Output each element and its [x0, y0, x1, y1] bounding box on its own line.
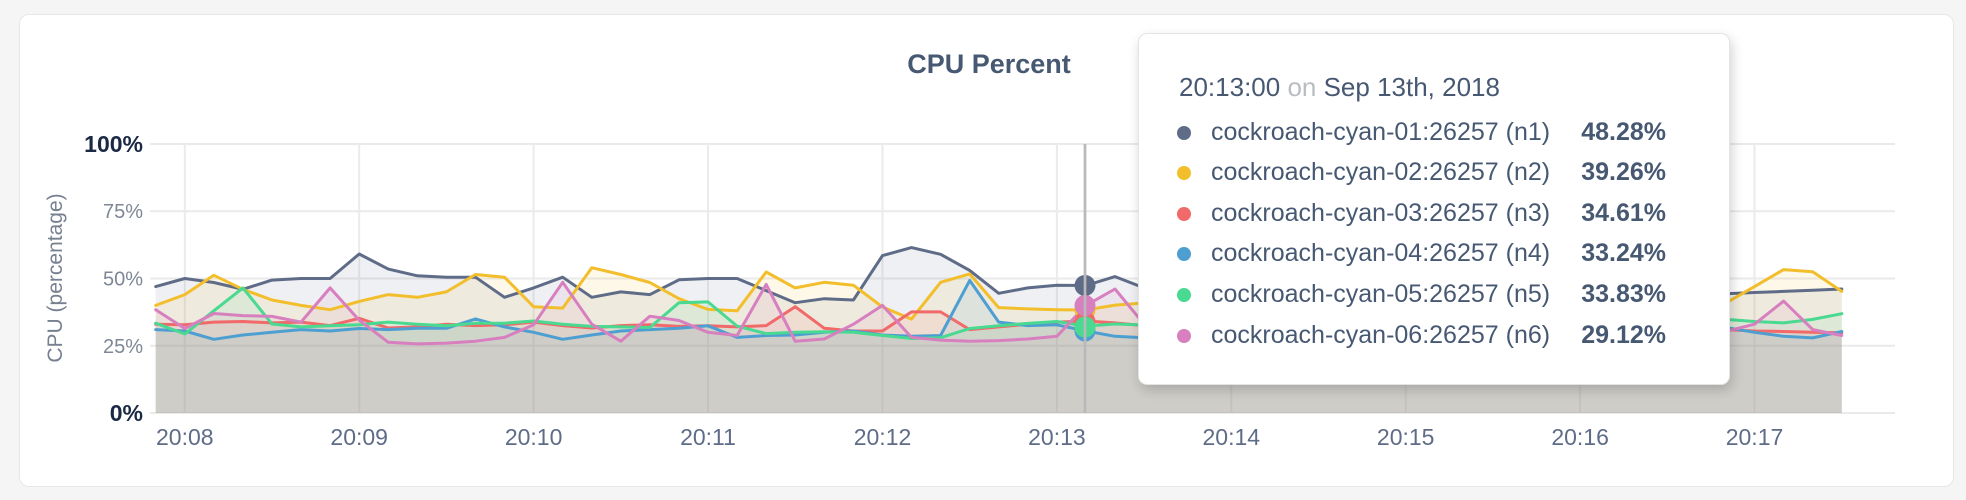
svg-text:CPU (percentage): CPU (percentage) [44, 193, 67, 362]
svg-text:50%: 50% [103, 269, 143, 291]
svg-text:20:13: 20:13 [1028, 424, 1086, 450]
svg-text:20:10: 20:10 [505, 424, 563, 450]
svg-text:20:12: 20:12 [854, 424, 912, 450]
svg-text:20:16: 20:16 [1551, 424, 1609, 450]
svg-text:20:14: 20:14 [1203, 424, 1261, 450]
svg-text:20:17: 20:17 [1726, 424, 1784, 450]
svg-text:100%: 100% [84, 131, 143, 157]
svg-text:20:15: 20:15 [1377, 424, 1435, 450]
svg-text:0%: 0% [110, 400, 143, 426]
svg-text:20:09: 20:09 [330, 424, 388, 450]
svg-text:25%: 25% [103, 336, 143, 358]
svg-text:75%: 75% [103, 201, 143, 223]
svg-text:20:11: 20:11 [680, 424, 736, 450]
svg-text:20:08: 20:08 [156, 424, 214, 450]
